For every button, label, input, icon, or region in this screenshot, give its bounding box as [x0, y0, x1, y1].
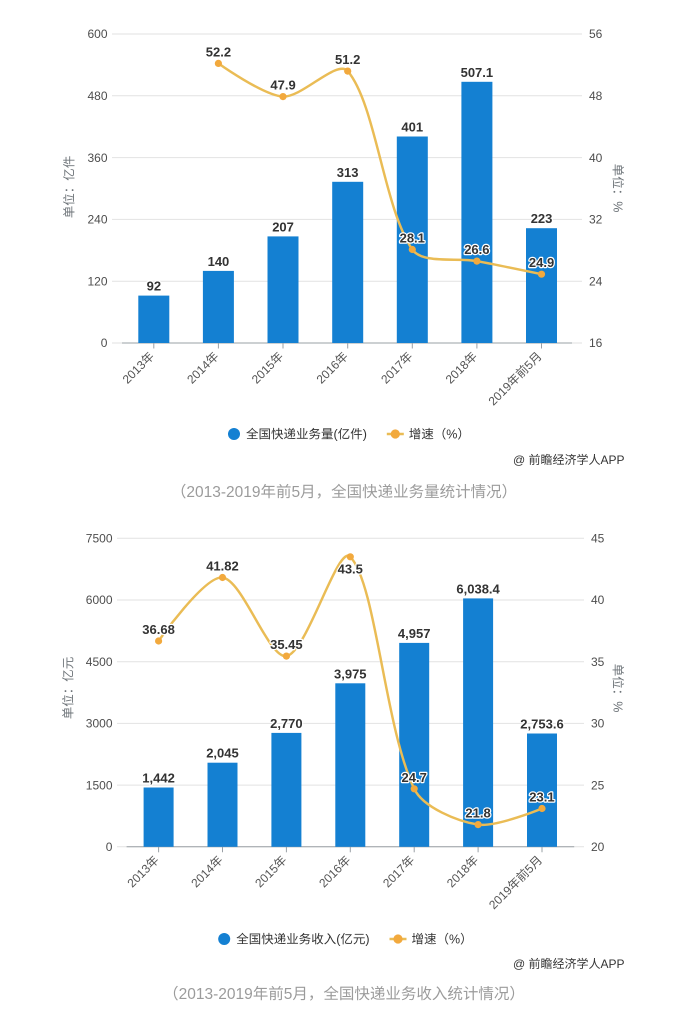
svg-text:35.45: 35.45: [270, 637, 303, 652]
svg-text:4500: 4500: [86, 655, 113, 669]
svg-text:92: 92: [147, 279, 161, 294]
svg-text:2,753.6: 2,753.6: [520, 717, 563, 732]
svg-text:35: 35: [591, 655, 605, 669]
svg-text:(: (: [336, 932, 341, 946]
svg-text:2,045: 2,045: [206, 746, 239, 761]
svg-text:45: 45: [591, 532, 605, 546]
svg-text:120: 120: [88, 274, 108, 288]
svg-text:23.1: 23.1: [529, 790, 554, 805]
svg-text:401: 401: [401, 120, 423, 135]
svg-text:%: %: [611, 201, 625, 212]
svg-text:40: 40: [589, 151, 603, 165]
svg-text:16: 16: [589, 336, 603, 350]
svg-text:41.82: 41.82: [206, 559, 239, 574]
svg-text:28.1: 28.1: [400, 231, 425, 246]
svg-text:207: 207: [272, 219, 294, 234]
svg-text:6000: 6000: [86, 593, 113, 607]
svg-text:51.2: 51.2: [335, 52, 360, 67]
svg-text:(: (: [334, 427, 339, 441]
svg-text:%: %: [449, 932, 460, 946]
svg-text:24: 24: [589, 274, 603, 288]
svg-text:43.5: 43.5: [338, 561, 363, 576]
svg-text:20: 20: [591, 840, 605, 854]
svg-text:2013-2019: 2013-2019: [179, 986, 253, 1003]
svg-text:APP: APP: [601, 957, 625, 971]
svg-text:APP: APP: [601, 453, 625, 467]
svg-text:21.8: 21.8: [465, 806, 490, 821]
svg-text:1,442: 1,442: [142, 771, 175, 786]
svg-text:48: 48: [589, 89, 603, 103]
svg-text:2013-2019: 2013-2019: [186, 484, 260, 501]
svg-text:): ): [365, 932, 369, 946]
svg-text:1500: 1500: [86, 778, 113, 792]
svg-text:24.7: 24.7: [402, 770, 427, 785]
svg-text:4,957: 4,957: [398, 626, 431, 641]
svg-text:600: 600: [88, 27, 108, 41]
svg-text:24.9: 24.9: [529, 255, 554, 270]
svg-text:313: 313: [337, 165, 359, 180]
svg-text:140: 140: [208, 254, 230, 269]
svg-text:6,038.4: 6,038.4: [456, 581, 500, 596]
svg-text:40: 40: [591, 593, 605, 607]
svg-text:): ): [363, 427, 367, 441]
svg-text:7500: 7500: [86, 532, 113, 546]
svg-text:@: @: [513, 453, 525, 467]
svg-text:36.68: 36.68: [142, 622, 175, 637]
svg-text:223: 223: [531, 211, 553, 226]
svg-text:360: 360: [88, 151, 108, 165]
svg-text:5: 5: [292, 484, 301, 501]
svg-text:480: 480: [88, 89, 108, 103]
svg-text:52.2: 52.2: [206, 44, 231, 59]
svg-text:5: 5: [284, 986, 293, 1003]
svg-text:3,975: 3,975: [334, 666, 367, 681]
svg-text:0: 0: [106, 840, 113, 854]
svg-text:%: %: [446, 427, 457, 441]
svg-text:25: 25: [591, 778, 605, 792]
svg-text:56: 56: [589, 27, 603, 41]
svg-text:3000: 3000: [86, 717, 113, 731]
svg-text:47.9: 47.9: [270, 78, 295, 93]
svg-text:@: @: [513, 957, 525, 971]
svg-text:507.1: 507.1: [461, 65, 494, 80]
svg-text:26.6: 26.6: [464, 242, 489, 257]
svg-text:%: %: [611, 701, 625, 712]
svg-text:30: 30: [591, 717, 605, 731]
svg-text:240: 240: [88, 213, 108, 227]
svg-text:2,770: 2,770: [270, 716, 303, 731]
svg-text:0: 0: [101, 336, 108, 350]
svg-text:32: 32: [589, 213, 603, 227]
